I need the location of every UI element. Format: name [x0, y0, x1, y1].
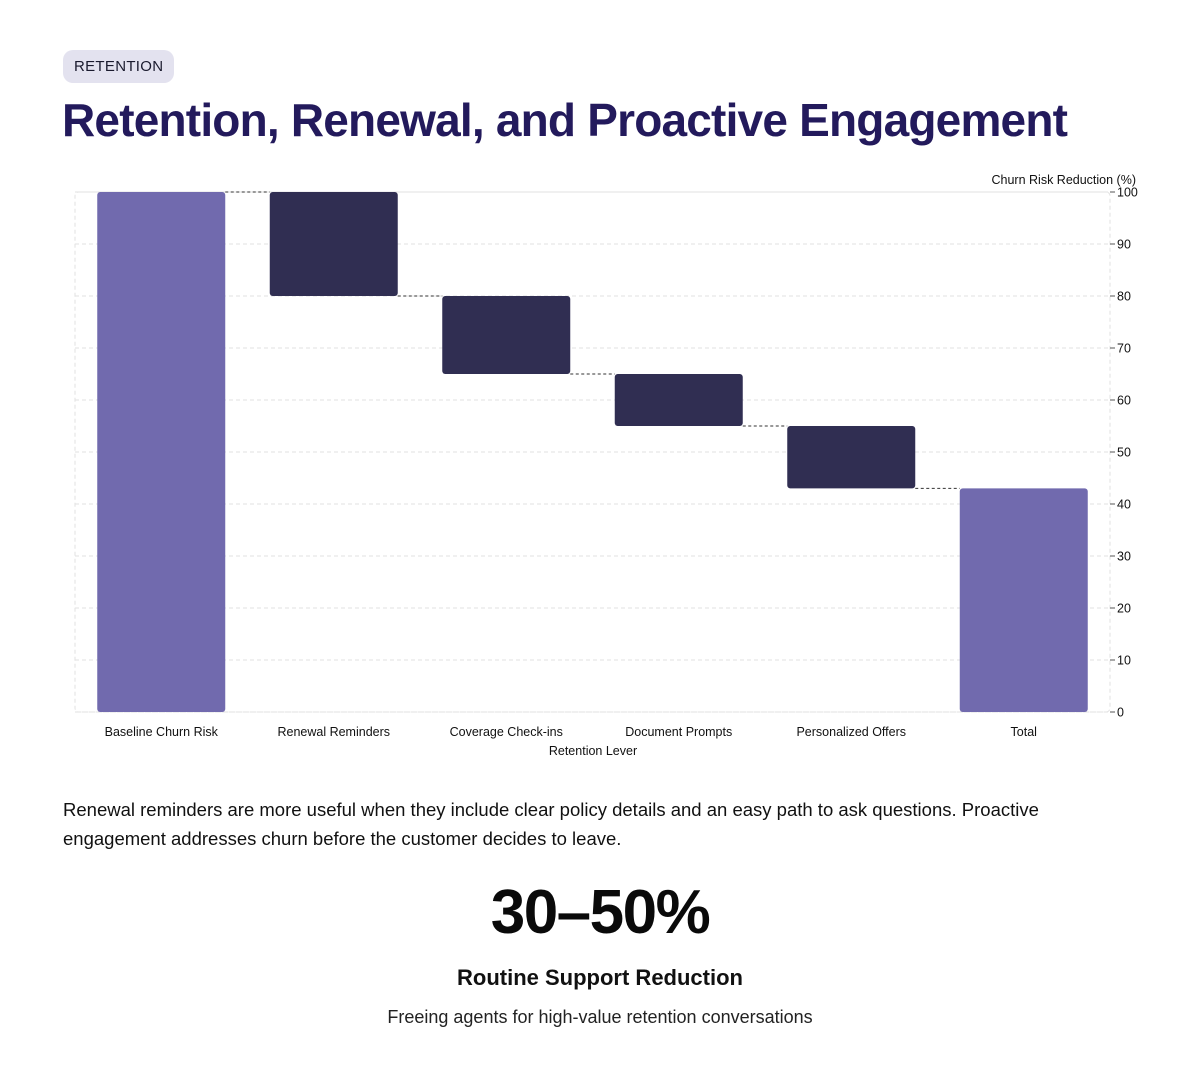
y-tick-label: 80	[1117, 290, 1131, 304]
chart-svg: 0 10 20 30 40 50 60 70 80 90 100 Baseline Churn Ri…	[74, 173, 1138, 758]
y-axis-ticks: 0 10 20 30 40 50 60 70 80 90 100	[1110, 186, 1138, 720]
x-axis-title: Retention Lever	[549, 744, 637, 758]
stat-caption: Freeing agents for high-value retention …	[387, 1007, 813, 1027]
bar-personalized-offers	[787, 426, 916, 489]
stat-label: Routine Support Reduction	[457, 965, 743, 990]
x-axis-ticks: Baseline Churn Risk Renewal Reminders Cove…	[105, 725, 1037, 739]
x-tick-label: Renewal Reminders	[277, 725, 390, 739]
section-badge: RETENTION	[63, 50, 175, 83]
bar-document-prompts	[614, 374, 743, 426]
x-tick-label: Total	[1011, 725, 1037, 739]
y-tick-label: 70	[1117, 342, 1131, 356]
bar-layer	[97, 192, 1088, 712]
bar-coverage-check-ins	[442, 296, 571, 374]
waterfall-chart: 0 10 20 30 40 50 60 70 80 90 100 Baseline Churn Ri…	[0, 165, 1200, 765]
y-tick-label: 0	[1117, 706, 1124, 720]
bar-renewal-reminders	[269, 192, 398, 296]
body-text: Renewal reminders are more useful when t…	[63, 799, 1039, 849]
y-tick-label: 100	[1117, 186, 1138, 200]
bar-baseline-churn-risk	[97, 192, 226, 712]
stat-value: 30–50%	[490, 878, 711, 947]
x-tick-label: Document Prompts	[625, 725, 732, 739]
y-tick-label: 20	[1117, 602, 1131, 616]
page-title: Retention, Renewal, and Proactive Engage…	[62, 94, 1068, 146]
x-tick-label: Coverage Check-ins	[450, 725, 563, 739]
y-axis-title: Churn Risk Reduction (%)	[992, 173, 1137, 187]
grid-layer	[74, 191, 1111, 713]
bar-total	[959, 488, 1088, 712]
y-tick-label: 40	[1117, 498, 1131, 512]
y-tick-label: 60	[1117, 394, 1131, 408]
y-tick-label: 50	[1117, 446, 1131, 460]
x-tick-label: Personalized Offers	[796, 725, 906, 739]
y-tick-label: 10	[1117, 654, 1131, 668]
y-tick-label: 30	[1117, 550, 1131, 564]
x-tick-label: Baseline Churn Risk	[105, 725, 219, 739]
y-tick-label: 90	[1117, 238, 1131, 252]
connector-layer	[225, 191, 960, 489]
